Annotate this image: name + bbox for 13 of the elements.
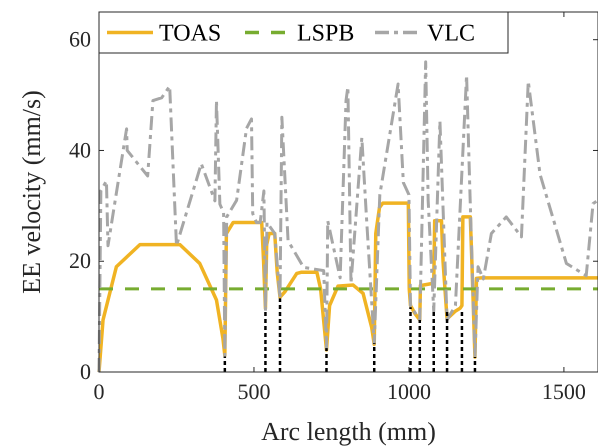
x-tick-label: 1000 (386, 379, 431, 404)
y-tick-label: 60 (69, 26, 91, 52)
y-tick-label: 40 (69, 137, 91, 162)
legend-label: VLC (427, 20, 475, 46)
y-tick-label: 20 (69, 248, 91, 274)
x-tick-label: 1500 (542, 379, 586, 404)
x-axis-title: Arc length (mm) (261, 417, 436, 446)
y-axis-title: EE velocity (mm/s) (17, 90, 46, 294)
y-tick-label: 0 (80, 359, 91, 384)
legend-label: TOAS (159, 20, 222, 46)
x-tick-label: 500 (237, 379, 270, 404)
line-series (98, 60, 598, 374)
legend-label: LSPB (297, 20, 354, 46)
